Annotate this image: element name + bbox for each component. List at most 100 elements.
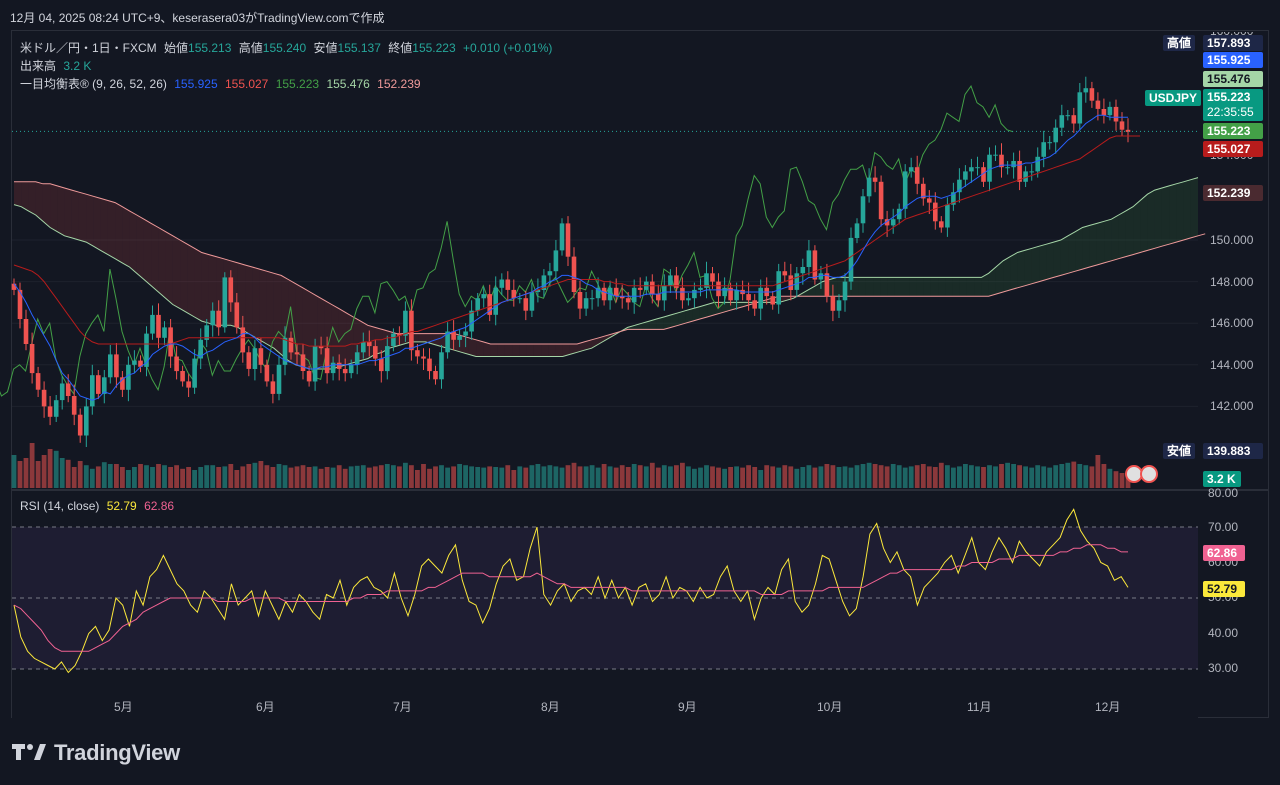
legend-rsi-label: RSI (14, close) <box>20 499 100 513</box>
volume-bar <box>180 468 185 488</box>
volume-bar <box>493 467 499 488</box>
volume-bar <box>1113 471 1119 488</box>
volume-bar <box>686 466 691 488</box>
kumo-cloud-segment <box>86 194 94 247</box>
volume-bar <box>1035 465 1041 488</box>
kumo-cloud-segment <box>512 344 520 357</box>
volume-bar <box>234 470 240 488</box>
candle-body <box>59 383 65 401</box>
tradingview-logo-icon <box>12 740 46 766</box>
candle-body <box>776 271 781 305</box>
candle-body <box>927 198 932 203</box>
price-tick: 144.000 <box>1210 358 1254 372</box>
volume-bar <box>469 466 474 488</box>
kumo-cloud-segment <box>28 181 36 216</box>
chikou-price-label: 155.223 <box>1203 123 1263 139</box>
kumo-cloud-segment <box>50 183 58 232</box>
volume-bar <box>252 462 258 488</box>
volume-bar <box>655 467 661 488</box>
logo-text: TradingView <box>54 740 180 765</box>
kumo-cloud-segment <box>735 302 744 309</box>
candle-body <box>541 275 547 290</box>
volume-bar <box>523 467 529 488</box>
kumo-cloud-segment <box>136 215 144 280</box>
volume-bar <box>661 465 667 488</box>
candle-body <box>692 289 697 299</box>
kumo-cloud-segment <box>707 302 715 317</box>
volume-bar <box>71 467 77 488</box>
volume-bar <box>776 467 782 488</box>
candle-body <box>186 381 191 388</box>
candle-body <box>872 177 878 182</box>
candle-body <box>1077 92 1083 124</box>
volume-bar <box>668 466 673 488</box>
candle-body <box>120 377 125 390</box>
kumo-cloud-segment <box>808 285 816 297</box>
candle-body <box>963 171 968 180</box>
candle-body <box>656 294 661 301</box>
candle-body <box>987 154 992 182</box>
volume-bar <box>812 467 818 488</box>
candle-body <box>487 294 492 315</box>
volume-bar <box>710 466 715 488</box>
kumo-cloud-segment <box>685 308 693 324</box>
candle-body <box>631 287 637 303</box>
kumo-cloud-segment <box>519 344 527 357</box>
volume-bar <box>981 467 986 488</box>
candle-body <box>824 273 830 297</box>
candle-body <box>818 273 824 280</box>
candle-body <box>1053 127 1058 143</box>
time-label: 11月 <box>967 700 992 714</box>
us-flag-event-icon[interactable] <box>1140 465 1158 483</box>
volume-bar <box>1005 462 1010 488</box>
volume-bar <box>559 467 565 488</box>
candle-body <box>523 298 529 311</box>
symbol-label: USDJPY <box>1145 90 1202 106</box>
candle-body <box>240 327 246 353</box>
kumo-cloud-segment <box>865 277 874 297</box>
tenkan-price-label: 155.925 <box>1203 52 1263 68</box>
kumo-cloud-segment <box>78 192 87 243</box>
volume-bar <box>421 464 426 488</box>
volume-bar <box>698 467 703 488</box>
candle-body <box>957 179 962 193</box>
volume-bar <box>89 468 95 488</box>
volume-bar <box>258 461 264 488</box>
kumo-cloud-segment <box>526 344 534 357</box>
time-label: 9月 <box>678 700 697 714</box>
legend-volume-label: 出来高 <box>20 59 57 73</box>
legend-symbol: 米ドル／円・1日・FXCM <box>20 41 157 55</box>
volume-bar <box>716 467 721 488</box>
kumo-cloud-segment <box>302 287 310 369</box>
kumo-cloud-segment <box>923 277 931 297</box>
legend-volume-row: 出来高 3.2 K <box>20 57 95 74</box>
candle-body <box>216 310 221 328</box>
tradingview-logo: TradingView <box>12 740 180 766</box>
candle-body <box>1047 142 1052 144</box>
candle-body <box>553 250 559 272</box>
volume-bar <box>1107 468 1113 488</box>
candle-body <box>144 333 149 367</box>
volume-bar <box>348 466 354 488</box>
candle-body <box>722 287 727 297</box>
legend-senkou-a-value: 155.476 <box>326 77 370 91</box>
volume-bar <box>499 467 505 488</box>
candle-body <box>324 348 330 374</box>
candle-body <box>246 352 252 369</box>
volume-price-label: 3.2 K <box>1203 471 1241 487</box>
volume-bar <box>1053 465 1059 488</box>
candle-body <box>945 204 950 228</box>
volume-bar <box>132 467 137 488</box>
kumo-cloud-segment <box>252 267 260 340</box>
volume-bar <box>138 464 143 488</box>
low-value-label: 139.883 <box>1203 443 1263 459</box>
kumo-cloud-segment <box>692 306 700 322</box>
volume-bar <box>511 470 517 488</box>
volume-bar <box>1119 473 1125 488</box>
candle-body <box>481 294 486 299</box>
volume-bar <box>1047 467 1053 488</box>
volume-bar <box>1125 476 1131 488</box>
volume-bar <box>1041 466 1047 488</box>
time-label: 6月 <box>256 700 275 714</box>
